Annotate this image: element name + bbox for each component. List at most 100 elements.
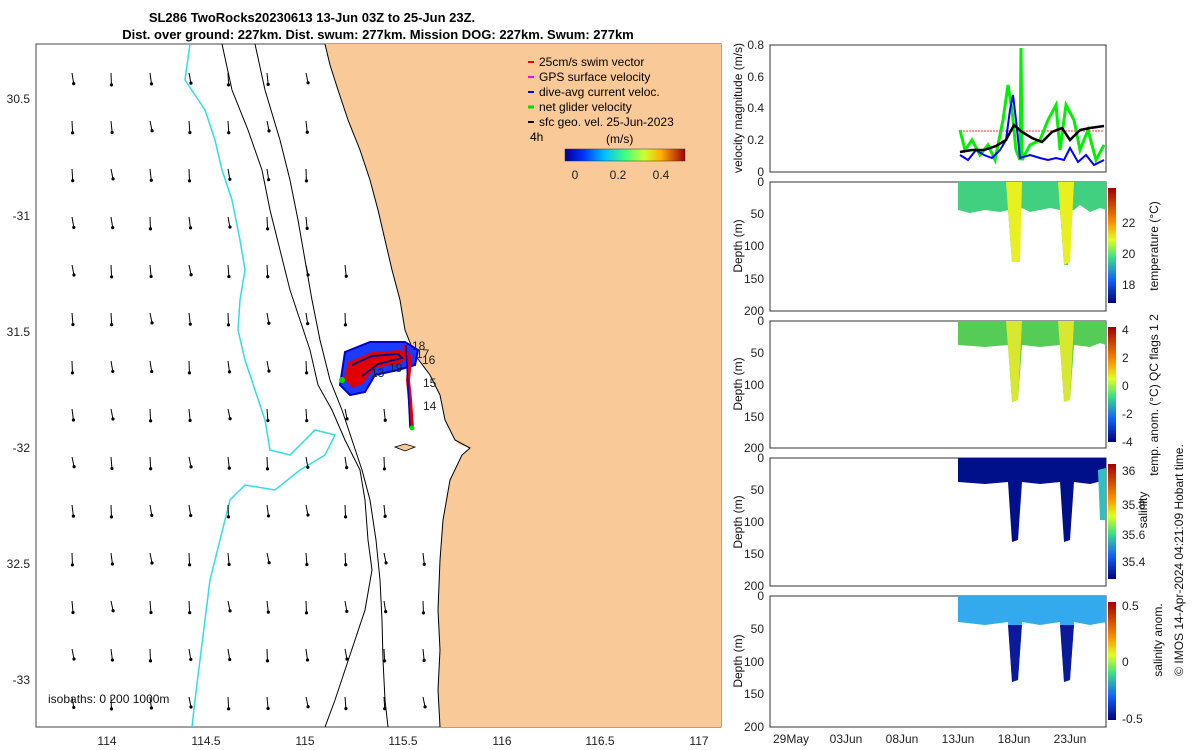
velocity-vector-head <box>226 83 231 87</box>
title-line-1: SL286 TwoRocks20230613 13-Jun 03Z to 25-… <box>149 10 475 25</box>
velocity-vector-head <box>150 561 154 565</box>
velocity-vector-head <box>267 321 271 325</box>
velocity-vector-head <box>266 419 270 423</box>
velocity-vector <box>266 312 270 324</box>
map-ytick-32-5: 32.5 <box>7 557 31 571</box>
sal-ytick-150: 150 <box>744 547 764 561</box>
velocity-vector <box>188 120 191 133</box>
velocity-vector <box>71 120 74 133</box>
velocity-vector-head <box>148 227 153 231</box>
sal-ytick-200: 200 <box>744 579 764 593</box>
legend-cbar-tick-0-2: 0.2 <box>610 168 627 182</box>
velocity-vector-head <box>306 81 310 85</box>
velocity-vector-head <box>227 707 231 711</box>
velocity-vector <box>305 456 309 468</box>
credit-note: © IMOS 14-Apr-2024 04:21:09 Hobart time. <box>1172 444 1186 676</box>
legend-swim-vector: 25cm/s swim vector <box>539 55 644 69</box>
velocity-vector-head <box>149 419 153 423</box>
velocity-vector-head <box>188 226 193 230</box>
velocity-vector <box>188 216 192 228</box>
velocity-vector-head <box>266 82 270 86</box>
dive-avg-line <box>959 94 1105 167</box>
sanom-ytick-150: 150 <box>744 687 764 701</box>
sanom-band-2 <box>1060 625 1074 682</box>
temp-ytick-200: 200 <box>744 304 764 318</box>
velocity-vector <box>149 312 153 323</box>
velocity-vector <box>266 552 270 563</box>
velocity-vector-head <box>189 513 193 518</box>
velocity-vector <box>149 696 152 709</box>
velocity-vector-head <box>189 657 193 662</box>
tanom-ytick-50: 50 <box>751 346 765 360</box>
time-tick-03jun: 03Jun <box>830 732 863 746</box>
velocity-vector-head <box>306 465 310 469</box>
velocity-vector <box>305 360 308 373</box>
time-tick-18jun: 18Jun <box>998 732 1031 746</box>
sanom-cbar-0: 0 <box>1122 655 1129 669</box>
velocity-vector <box>149 600 152 613</box>
velocity-vector-head <box>227 275 231 279</box>
velocity-vector <box>71 456 75 467</box>
velocity-vector-head <box>226 515 231 519</box>
sal-ylabel: Depth (m) <box>731 495 745 548</box>
velocity-vector <box>305 648 308 661</box>
velocity-vector-head <box>227 370 232 374</box>
vel-ytick-0-6: 0.6 <box>747 70 764 84</box>
velocity-vector-head <box>345 466 349 470</box>
velocity-vector-head <box>188 322 192 326</box>
velocity-vector-head <box>265 227 270 231</box>
velocity-vector-head <box>150 321 154 325</box>
temp-ytick-100: 100 <box>744 239 764 253</box>
velocity-vector <box>266 72 269 85</box>
velocity-vector-head <box>422 658 426 663</box>
sanom-cbar-0-5: 0.5 <box>1122 599 1139 613</box>
velocity-vector <box>110 456 113 469</box>
velocity-vector-head <box>189 273 193 277</box>
velocity-vector <box>149 264 152 277</box>
velocity-vector-head <box>149 274 153 279</box>
velocity-vector <box>383 552 387 563</box>
map-ytick-32: -32 <box>13 441 31 455</box>
velocity-vector-head <box>305 419 309 423</box>
title-line-2: Dist. over ground: 227km. Dist. swum: 27… <box>122 27 634 42</box>
tanom-cbar-0: 0 <box>1122 379 1129 393</box>
sal-cbar-35-4: 35.4 <box>1122 555 1146 569</box>
isobath-note: isobaths: 0 200 1000m <box>48 692 169 706</box>
temp-ytick-0: 0 <box>757 175 764 189</box>
land-area <box>325 44 721 727</box>
velocity-vector-head <box>110 466 114 471</box>
velocity-vector-head <box>71 514 75 518</box>
temp-cbar-22: 22 <box>1122 216 1136 230</box>
velocity-vector-head <box>228 609 232 613</box>
sanom-colorbar <box>1108 602 1116 720</box>
velocity-vector-head <box>187 371 192 375</box>
velocity-vector-head <box>344 706 348 711</box>
velocity-vector <box>110 360 114 372</box>
velocity-vector-head <box>304 371 309 375</box>
velocity-vector-head <box>150 369 154 374</box>
side-note-qc: temp. anom. (°C) QC flags 1 2 <box>1147 314 1161 476</box>
velocity-vector <box>227 408 231 419</box>
isobath-1000 <box>184 44 337 727</box>
velocity-vector-head <box>422 562 426 566</box>
velocity-vector <box>383 696 386 709</box>
temp-mixed-2 <box>1058 182 1074 265</box>
velocity-vector-head <box>228 177 232 181</box>
velocity-vector-head <box>189 81 193 85</box>
velocity-vector <box>344 600 348 612</box>
velocity-vector-head <box>305 563 309 567</box>
velocity-vector <box>227 600 231 612</box>
velocity-vector <box>110 552 113 565</box>
tanom-band-2 <box>1058 321 1074 402</box>
velocity-vector <box>110 264 113 277</box>
velocity-vector <box>266 264 269 277</box>
sanom-ytick-50: 50 <box>751 622 765 636</box>
legend-net-glider: net glider velocity <box>539 100 632 114</box>
velocity-vector-head <box>228 417 232 421</box>
velocity-vector <box>149 120 153 131</box>
velocity-vector <box>188 696 192 708</box>
velocity-vector-head <box>306 273 310 277</box>
tanom-cbar-4: 4 <box>1122 323 1129 337</box>
side-note-temperature: temperature (°C) <box>1147 201 1161 291</box>
velocity-vector-head <box>110 658 114 662</box>
